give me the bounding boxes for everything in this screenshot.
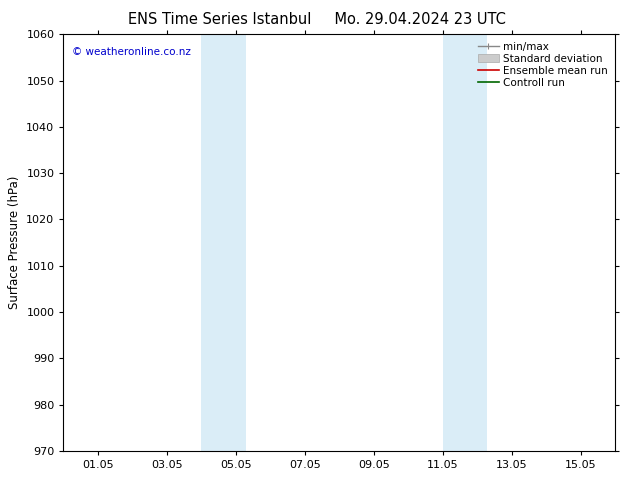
Bar: [443, 34, 488, 451]
Y-axis label: Surface Pressure (hPa): Surface Pressure (hPa): [8, 176, 21, 309]
Legend: min/max, Standard deviation, Ensemble mean run, Controll run: min/max, Standard deviation, Ensemble me…: [476, 40, 610, 90]
Text: © weatheronline.co.nz: © weatheronline.co.nz: [72, 47, 191, 57]
Text: ENS Time Series Istanbul     Mo. 29.04.2024 23 UTC: ENS Time Series Istanbul Mo. 29.04.2024 …: [128, 12, 506, 27]
Bar: [202, 34, 246, 451]
